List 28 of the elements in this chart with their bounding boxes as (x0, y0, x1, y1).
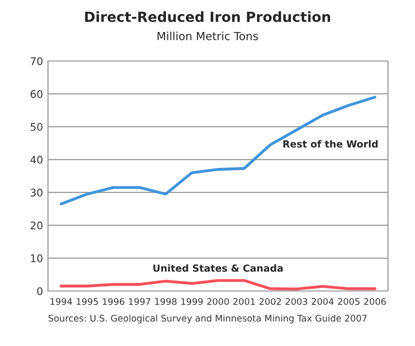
y-tick-label: 60 (30, 90, 42, 98)
y-tick-label: 20 (30, 222, 42, 230)
x-tick-label: 2006 (364, 298, 386, 305)
x-tick-label: 2005 (338, 298, 360, 305)
x-tick-label: 2003 (286, 298, 308, 305)
x-tick-label: 2004 (312, 298, 334, 305)
y-tick-label: 70 (30, 57, 42, 66)
x-tick-label: 2002 (259, 298, 281, 305)
line-series (60, 96, 376, 206)
x-tick-label: 1994 (50, 298, 72, 305)
y-tick-label: 10 (31, 254, 42, 262)
x-tick-label: 2000 (207, 298, 229, 305)
x-tick-label: 1998 (155, 298, 177, 305)
x-tick-label: 1996 (102, 298, 124, 305)
chart-title: Direct-Reduced Iron Production (85, 11, 330, 22)
chart-subtitle: Million Metric Tons (158, 32, 258, 40)
x-tick-label: 1999 (181, 298, 203, 305)
source-note: Sources: U.S. Geological Survey and Minnesota Mining Tax Guide 2007 (48, 314, 367, 324)
y-tick-label: 30 (30, 188, 42, 197)
x-tick-label: 1997 (129, 298, 150, 305)
x-tick-label: 2001 (233, 298, 255, 305)
y-tick-label: 0 (37, 287, 42, 296)
line-series (60, 279, 376, 290)
y-tick-label: 50 (30, 122, 42, 131)
y-tick-label: 40 (30, 156, 42, 164)
series-label: United States & Canada (153, 264, 283, 272)
x-tick-label: 1995 (76, 298, 98, 305)
series-label: Rest of the World (283, 140, 378, 148)
